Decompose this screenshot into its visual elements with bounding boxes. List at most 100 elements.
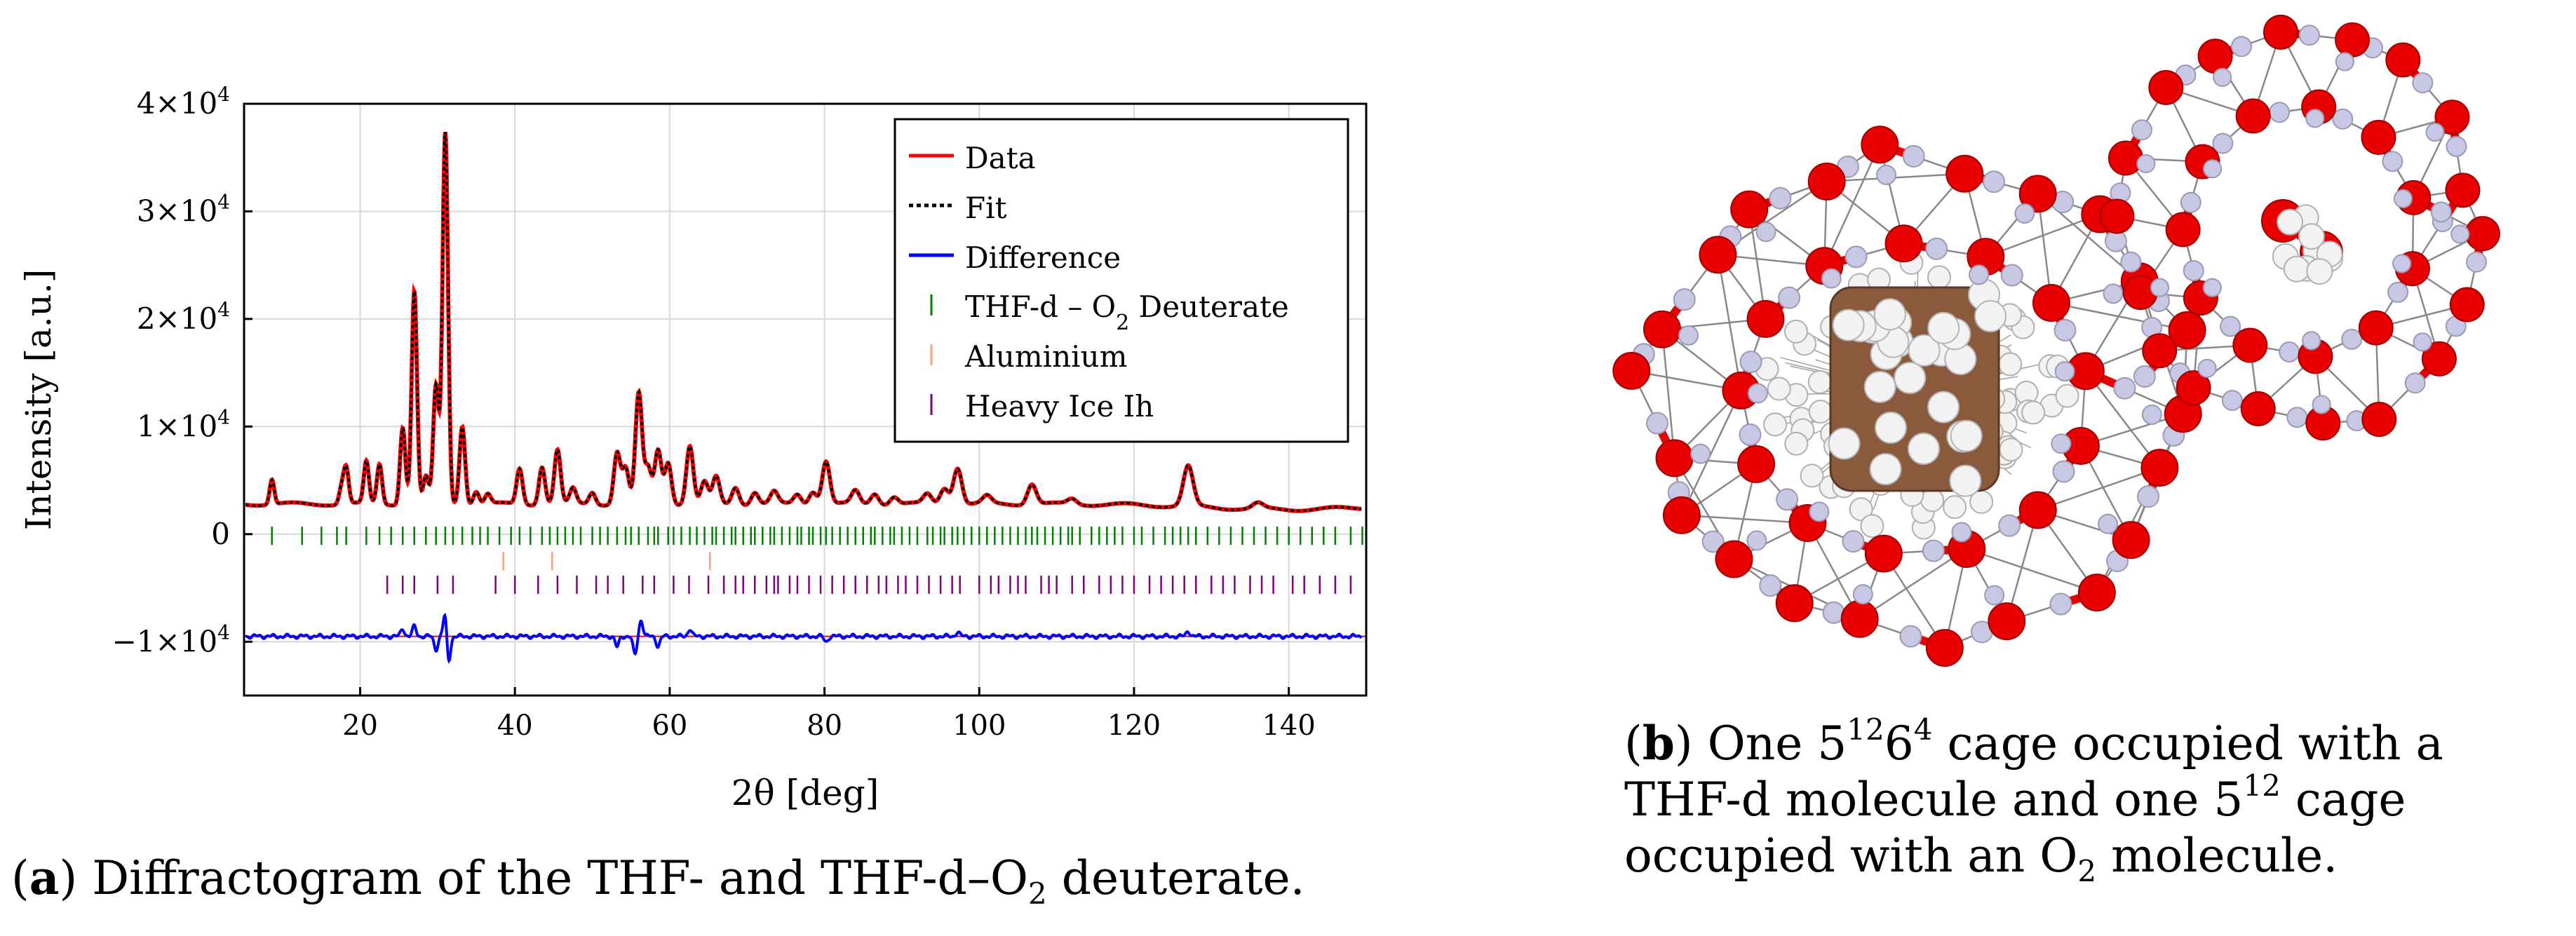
deuterium-atom	[2302, 331, 2321, 351]
thf-deuterium-atom	[1860, 514, 1884, 538]
oxygen-atom	[2165, 212, 2201, 247]
oxygen-atom	[2263, 14, 2298, 50]
deuterium-atom	[2202, 159, 2223, 179]
deuterium-atom	[2113, 377, 2136, 400]
deuterium-atom	[2051, 433, 2072, 454]
y-axis-label: Intensity [a.u.]	[18, 269, 59, 531]
deuterium-atom	[1755, 222, 1776, 243]
thf-deuterium-atom	[1808, 400, 1833, 424]
deuterium-atom	[2212, 133, 2234, 154]
deuterium-atom	[1876, 164, 1897, 185]
deuterium-atom	[1925, 237, 1948, 260]
deuterium-atom	[2220, 316, 2241, 337]
y-tick-label: 2×104	[137, 298, 230, 336]
deuterium-atom	[2221, 390, 2243, 412]
thf-deuterium-atom	[2021, 400, 2046, 425]
y-tick-label: 0	[211, 517, 230, 551]
deuterium-atom	[2446, 135, 2467, 157]
deuterium-atom	[2197, 358, 2217, 379]
y-tick-label: 4×104	[137, 83, 230, 121]
deuterium-atom	[1902, 144, 1925, 168]
deuterium-atom	[2133, 365, 2156, 388]
deuterium-atom	[1998, 514, 2021, 537]
caption-b-label: b	[1642, 716, 1675, 771]
oxygen-atom	[2335, 22, 2371, 57]
legend-label-aluminium: Aluminium	[964, 339, 1127, 374]
hydrogen-bond	[2006, 510, 2039, 622]
deuterium-atom	[2136, 154, 2156, 174]
deuterium-atom	[2466, 251, 2488, 273]
thf-deuterium-atom	[1849, 497, 1873, 522]
y-tick-label: 1×104	[137, 405, 230, 443]
thf-deuterium-atom	[1767, 377, 1791, 401]
oxygen-atom	[2464, 216, 2500, 252]
oxygen-atom	[2140, 449, 2179, 487]
o2-disorder-atom	[2298, 223, 2325, 250]
hydrogen-bond	[1985, 213, 2100, 258]
o2-disorder-atom	[2306, 258, 2333, 285]
deuterium-atom	[1842, 530, 1865, 553]
deuterium-atom	[2131, 119, 2152, 141]
deuterium-atom	[1969, 264, 1990, 285]
deuterium-atom	[2141, 404, 2162, 425]
hydrogen-bond	[1823, 144, 1881, 266]
oxygen-atom	[2108, 140, 2143, 176]
hydrogen-bond	[1681, 514, 1808, 524]
y-tick-label: −1×104	[112, 620, 230, 658]
oxygen-atom	[2018, 491, 2057, 529]
legend-label-data: Data	[965, 141, 1036, 175]
deuterium-atom	[2279, 341, 2300, 362]
oxygen-atom	[1884, 224, 1923, 263]
deuterium-atom	[2213, 67, 2232, 87]
diffractogram-chart: 20 40 60 80 100 120 140 −1×104 0 1×104 2×104 3×104…	[18, 83, 1368, 813]
oxygen-atom	[2361, 402, 2397, 438]
hydrogen-bond	[1717, 255, 1742, 391]
o2-disorder-atom	[2277, 208, 2304, 236]
oxygen-atom	[1662, 496, 1701, 534]
thf-deuterium-atom	[1927, 391, 1960, 423]
thf-deuterium-atom	[1949, 464, 1982, 497]
deuterium-atom	[1769, 186, 1792, 210]
deuterium-atom	[2392, 254, 2412, 273]
thf-deuterium-atom	[1873, 298, 1906, 331]
deuterium-atom	[1982, 170, 2005, 194]
oxygen-atom	[1643, 310, 1681, 348]
hydrogen-bond	[2084, 370, 2161, 468]
oxygen-atom	[1699, 236, 1737, 274]
oxygen-atom	[1737, 445, 1776, 484]
x-tick-label: 80	[807, 710, 842, 742]
oxygen-atom	[1746, 299, 1785, 338]
deuterium-atom	[2103, 283, 2124, 304]
deuterium-atom	[1852, 584, 1873, 605]
x-axis-label: 2θ [deg]	[731, 773, 879, 813]
deuterium-atom	[2305, 109, 2325, 128]
oxygen-atom	[1715, 540, 1753, 578]
chart-marks	[244, 131, 1366, 664]
deuterium-atom	[2430, 201, 2452, 223]
chart-legend: Data Fit Difference THF-d – O2 Deuterate…	[893, 118, 1349, 443]
cage-structure-illustration	[1612, 14, 2500, 667]
deuterium-atom	[2332, 108, 2354, 130]
deuterium-atom	[2312, 395, 2331, 414]
deuterium-atom	[1951, 522, 1972, 543]
deuterium-atom	[2413, 332, 2432, 352]
oxygen-atom	[1730, 190, 1769, 229]
deuterium-atom	[1984, 585, 2005, 606]
thf-deuterium-atom	[1998, 352, 2023, 377]
thf-deuterium-atom	[1908, 334, 1941, 367]
oxygen-atom	[2434, 100, 2470, 135]
deuterium-atom	[2393, 189, 2413, 208]
deuterium-atom	[1678, 325, 1699, 346]
thf-deuterium-atom	[1832, 308, 1865, 341]
x-tick-label: 100	[952, 710, 1006, 742]
deuterium-atom	[1776, 488, 1799, 511]
y-tick-label: 3×104	[137, 190, 230, 228]
deuterium-atom	[2387, 281, 2409, 303]
deuterium-atom	[2298, 25, 2320, 46]
oxygen-atom	[2142, 333, 2178, 369]
oxygen-atom	[2099, 198, 2135, 234]
thf-deuterium-atom	[1999, 438, 2023, 462]
deuterium-atom	[1701, 530, 1725, 553]
legend-label-heavy-ice: Heavy Ice Ih	[965, 389, 1154, 423]
thf-deuterium-atom	[1763, 412, 1788, 437]
